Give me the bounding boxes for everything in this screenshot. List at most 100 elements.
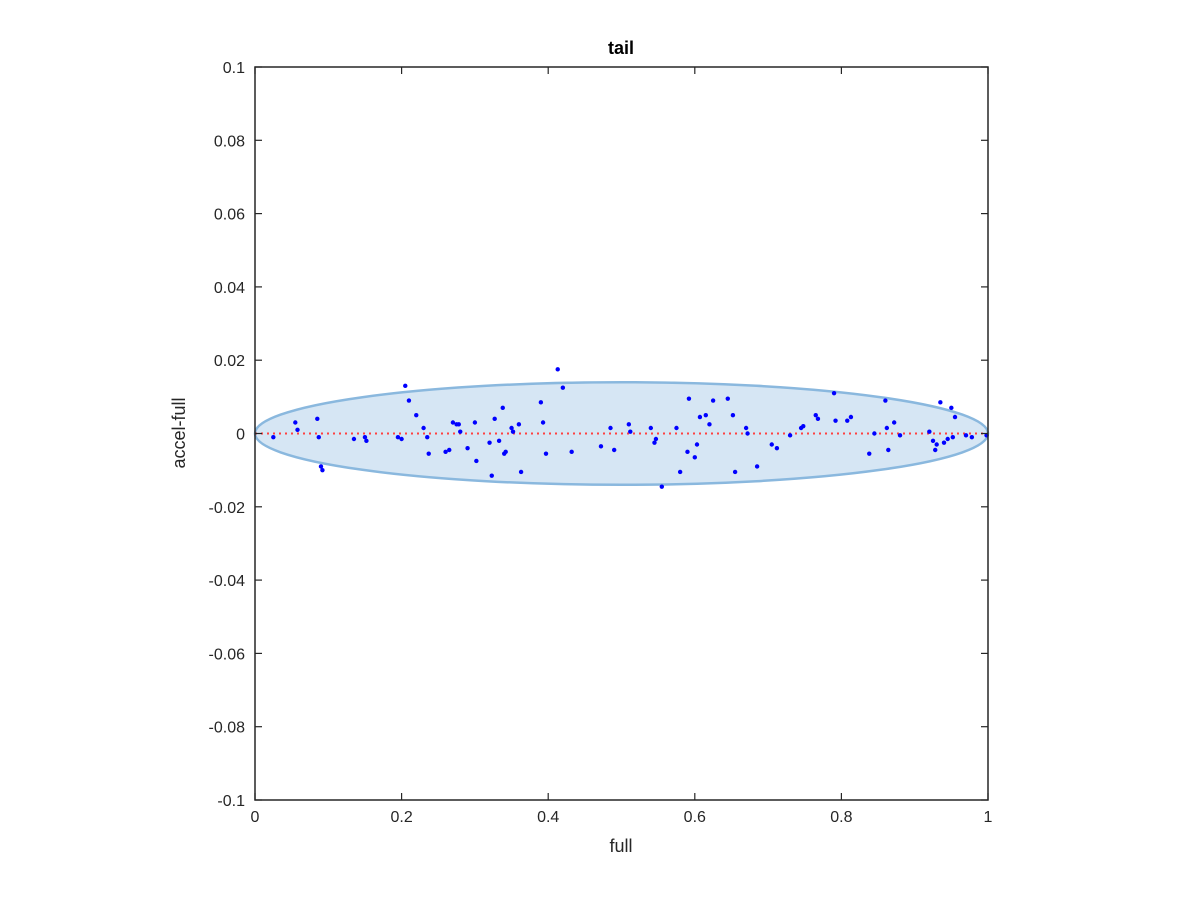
data-point: [406, 398, 412, 403]
data-point: [891, 420, 897, 425]
data-point: [456, 422, 461, 427]
chart-title: tail: [608, 38, 634, 58]
data-point: [813, 412, 818, 418]
data-point: [872, 431, 877, 436]
data-point: [555, 367, 560, 372]
data-point: [320, 467, 325, 473]
data-point: [963, 433, 969, 438]
data-point: [941, 440, 947, 445]
data-point: [425, 434, 430, 440]
data-point: [867, 451, 872, 456]
data-point: [886, 447, 891, 453]
data-point: [648, 425, 654, 431]
data-point: [316, 434, 321, 440]
data-point: [271, 434, 276, 440]
data-point: [364, 438, 369, 444]
data-point: [509, 425, 514, 431]
x-tick-label: 0.4: [537, 809, 559, 826]
data-point: [362, 434, 368, 440]
data-point: [933, 447, 938, 453]
y-tick-label: -0.08: [209, 720, 246, 737]
data-point: [569, 449, 574, 455]
data-point: [674, 425, 679, 431]
data-point: [611, 447, 617, 453]
data-point: [927, 429, 932, 434]
y-axis-label: accel-full: [169, 397, 189, 468]
data-point: [293, 420, 298, 425]
data-point: [730, 412, 736, 418]
data-point: [500, 405, 505, 411]
data-point: [295, 427, 300, 433]
data-point: [703, 412, 708, 418]
x-tick-label: 0.8: [830, 809, 852, 826]
data-point: [694, 442, 700, 447]
data-point: [395, 434, 401, 440]
data-point: [969, 434, 975, 440]
y-tick-label: -0.06: [209, 646, 246, 663]
data-point: [543, 451, 549, 456]
data-point: [815, 416, 821, 422]
x-tick-label: 1: [984, 809, 993, 826]
data-point: [934, 442, 939, 447]
y-tick-label: 0.04: [214, 280, 245, 297]
data-point: [897, 433, 903, 438]
data-point: [474, 458, 479, 464]
data-point: [399, 436, 404, 442]
data-point: [516, 422, 522, 427]
data-point: [743, 425, 749, 431]
data-point: [351, 436, 357, 442]
y-tick-label: 0: [236, 427, 245, 444]
data-point: [949, 405, 954, 411]
data-point: [538, 400, 544, 405]
data-point: [496, 438, 502, 444]
data-point: [608, 425, 613, 431]
data-point: [938, 400, 943, 405]
data-point: [472, 420, 478, 425]
y-tick-label: 0.06: [214, 207, 245, 224]
y-tick-label: -0.02: [209, 500, 246, 517]
data-point: [598, 444, 604, 449]
data-point: [318, 464, 324, 469]
data-point: [801, 423, 806, 429]
data-point: [403, 383, 408, 389]
data-point: [745, 431, 750, 436]
y-tick-label: -0.1: [217, 793, 245, 810]
data-point: [677, 469, 683, 475]
data-point: [686, 396, 692, 401]
data-point: [653, 436, 659, 442]
points-layer: [271, 367, 989, 489]
data-point: [503, 449, 508, 455]
data-point: [930, 438, 936, 444]
data-point: [952, 414, 958, 420]
data-point: [883, 398, 888, 403]
data-point: [492, 416, 497, 422]
data-point: [458, 429, 463, 434]
data-point: [443, 449, 448, 455]
data-point: [421, 425, 426, 431]
data-point: [450, 420, 456, 425]
data-point: [725, 396, 730, 401]
data-point: [707, 422, 712, 427]
data-point: [487, 440, 492, 445]
data-point: [426, 451, 431, 456]
data-point: [831, 390, 837, 396]
data-point: [710, 398, 716, 403]
data-point: [774, 445, 780, 451]
ticks-layer: 0 0.2 0.4 0.6 0.8 1 -0.1 -0.08 -0.06 -0.04 -0.02 0 0…: [209, 60, 993, 826]
y-tick-label: 0.08: [214, 133, 245, 150]
data-point: [769, 442, 774, 447]
data-point: [489, 473, 494, 478]
data-point: [945, 436, 950, 442]
y-tick-label: -0.04: [209, 573, 246, 590]
data-point: [787, 433, 793, 438]
x-axis-label: full: [609, 836, 632, 856]
data-point: [518, 469, 524, 475]
data-point: [884, 425, 890, 431]
data-point: [754, 464, 760, 469]
data-point: [950, 434, 956, 440]
data-point: [848, 414, 854, 420]
data-point: [414, 412, 419, 418]
data-point: [845, 418, 850, 423]
y-tick-label: 0.02: [214, 353, 245, 370]
